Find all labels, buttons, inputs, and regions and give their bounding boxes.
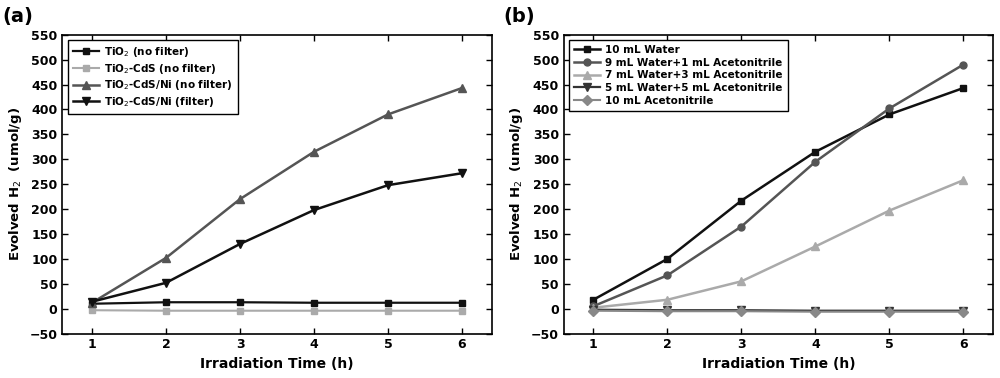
TiO$_2$-CdS/Ni (no filter) (86, 301, 98, 305)
TiO$_2$-CdS/Ni (filter) (160, 280, 172, 285)
TiO$_2$-CdS/Ni (filter) (382, 183, 394, 187)
X-axis label: Irradiation Time (h): Irradiation Time (h) (200, 357, 354, 371)
Line: 9 mL Water+1 mL Acetonitrile: 9 mL Water+1 mL Acetonitrile (590, 61, 967, 310)
10 mL Water (661, 257, 673, 261)
TiO$_2$ (no filter) (382, 301, 394, 305)
10 mL Water (809, 150, 821, 154)
TiO$_2$-CdS (no filter) (86, 308, 98, 313)
10 mL Acetonitrile (587, 308, 599, 313)
7 mL Water+3 mL Acetonitrile (883, 208, 895, 213)
TiO$_2$-CdS/Ni (no filter) (456, 86, 468, 90)
10 mL Water (587, 297, 599, 302)
10 mL Acetonitrile (809, 310, 821, 314)
Line: 5 mL Water+5 mL Acetonitrile: 5 mL Water+5 mL Acetonitrile (589, 305, 968, 315)
9 mL Water+1 mL Acetonitrile (809, 160, 821, 164)
9 mL Water+1 mL Acetonitrile (735, 224, 747, 229)
5 mL Water+5 mL Acetonitrile (661, 308, 673, 313)
9 mL Water+1 mL Acetonitrile (957, 62, 969, 67)
Legend: 10 mL Water, 9 mL Water+1 mL Acetonitrile, 7 mL Water+3 mL Acetonitrile, 5 mL Wa: 10 mL Water, 9 mL Water+1 mL Acetonitril… (569, 40, 788, 111)
7 mL Water+3 mL Acetonitrile (661, 297, 673, 302)
TiO$_2$-CdS/Ni (no filter) (308, 150, 320, 154)
7 mL Water+3 mL Acetonitrile (957, 178, 969, 183)
5 mL Water+5 mL Acetonitrile (957, 308, 969, 313)
9 mL Water+1 mL Acetonitrile (883, 106, 895, 111)
TiO$_2$-CdS/Ni (filter) (86, 299, 98, 304)
7 mL Water+3 mL Acetonitrile (735, 279, 747, 284)
9 mL Water+1 mL Acetonitrile (661, 273, 673, 277)
5 mL Water+5 mL Acetonitrile (735, 308, 747, 313)
5 mL Water+5 mL Acetonitrile (809, 308, 821, 313)
TiO$_2$ (no filter) (308, 301, 320, 305)
10 mL Water (957, 86, 969, 90)
TiO$_2$ (no filter) (160, 300, 172, 305)
TiO$_2$ (no filter) (234, 300, 246, 305)
TiO$_2$-CdS/Ni (no filter) (382, 112, 394, 117)
TiO$_2$ (no filter) (456, 301, 468, 305)
Y-axis label: Evolved H$_2$  (umol/g): Evolved H$_2$ (umol/g) (508, 107, 525, 261)
TiO$_2$-CdS/Ni (filter) (456, 171, 468, 175)
Line: TiO$_2$ (no filter): TiO$_2$ (no filter) (88, 299, 466, 307)
Line: 10 mL Acetonitrile: 10 mL Acetonitrile (590, 307, 967, 315)
7 mL Water+3 mL Acetonitrile (587, 305, 599, 310)
TiO$_2$-CdS (no filter) (456, 308, 468, 313)
Text: (b): (b) (504, 7, 535, 26)
Text: (a): (a) (2, 7, 33, 26)
TiO$_2$-CdS (no filter) (308, 308, 320, 313)
Line: 7 mL Water+3 mL Acetonitrile: 7 mL Water+3 mL Acetonitrile (589, 176, 968, 312)
10 mL Acetonitrile (883, 310, 895, 314)
TiO$_2$-CdS/Ni (no filter) (160, 256, 172, 260)
TiO$_2$-CdS/Ni (no filter) (234, 197, 246, 201)
10 mL Acetonitrile (735, 309, 747, 313)
TiO$_2$ (no filter) (86, 302, 98, 306)
X-axis label: Irradiation Time (h): Irradiation Time (h) (702, 357, 855, 371)
TiO$_2$-CdS/Ni (filter) (234, 242, 246, 246)
Line: TiO$_2$-CdS/Ni (filter): TiO$_2$-CdS/Ni (filter) (88, 169, 466, 306)
10 mL Acetonitrile (957, 310, 969, 314)
10 mL Water (735, 198, 747, 203)
Line: TiO$_2$-CdS/Ni (no filter): TiO$_2$-CdS/Ni (no filter) (88, 84, 466, 307)
Legend: TiO$_2$ (no filter), TiO$_2$-CdS (no filter), TiO$_2$-CdS/Ni (no filter), TiO$_2: TiO$_2$ (no filter), TiO$_2$-CdS (no fil… (68, 40, 238, 114)
5 mL Water+5 mL Acetonitrile (587, 307, 599, 312)
10 mL Water (883, 112, 895, 117)
TiO$_2$-CdS (no filter) (160, 308, 172, 313)
Line: TiO$_2$-CdS (no filter): TiO$_2$-CdS (no filter) (88, 307, 466, 314)
9 mL Water+1 mL Acetonitrile (587, 304, 599, 308)
10 mL Acetonitrile (661, 309, 673, 313)
Line: 10 mL Water: 10 mL Water (590, 85, 967, 303)
5 mL Water+5 mL Acetonitrile (883, 308, 895, 313)
Y-axis label: Evolved H$_2$  (umol/g): Evolved H$_2$ (umol/g) (7, 107, 24, 261)
TiO$_2$-CdS (no filter) (234, 308, 246, 313)
7 mL Water+3 mL Acetonitrile (809, 244, 821, 249)
TiO$_2$-CdS (no filter) (382, 308, 394, 313)
TiO$_2$-CdS/Ni (filter) (308, 208, 320, 212)
